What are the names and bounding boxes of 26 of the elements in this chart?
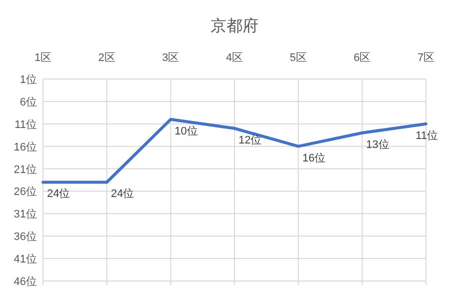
chart-title: 京都府 — [210, 17, 258, 35]
y-tick-label: 31位 — [14, 208, 37, 221]
line-series — [42, 118, 428, 184]
x-tick-label: 2区 — [98, 52, 116, 64]
y-tick-label: 41位 — [14, 254, 37, 266]
y-tick-label: 1位 — [20, 74, 37, 86]
x-tick-label: 5区 — [290, 52, 307, 64]
data-label: 11位 — [416, 130, 438, 142]
x-tick-label: 4区 — [226, 52, 244, 64]
data-label: 24位 — [47, 188, 70, 200]
x-tick-label: 7区 — [417, 52, 435, 64]
data-label: 10位 — [174, 125, 198, 138]
x-tick-label: 6区 — [354, 52, 371, 64]
data-label: 12位 — [238, 134, 262, 146]
x-tick-label: 1区 — [34, 52, 52, 64]
x-tick-label: 3区 — [162, 52, 180, 64]
data-label: 24位 — [110, 188, 134, 200]
y-tick-label: 6位 — [20, 96, 37, 108]
y-tick-label: 26位 — [14, 186, 37, 198]
data-label: 13位 — [366, 138, 390, 151]
y-tick-label: 36位 — [14, 231, 37, 244]
y-tick-label: 16位 — [14, 141, 37, 154]
y-tick-label: 11位 — [14, 118, 37, 131]
y-tick-label: 46位 — [14, 276, 37, 288]
data-label: 16位 — [302, 152, 326, 164]
y-tick-label: 21位 — [14, 164, 37, 176]
